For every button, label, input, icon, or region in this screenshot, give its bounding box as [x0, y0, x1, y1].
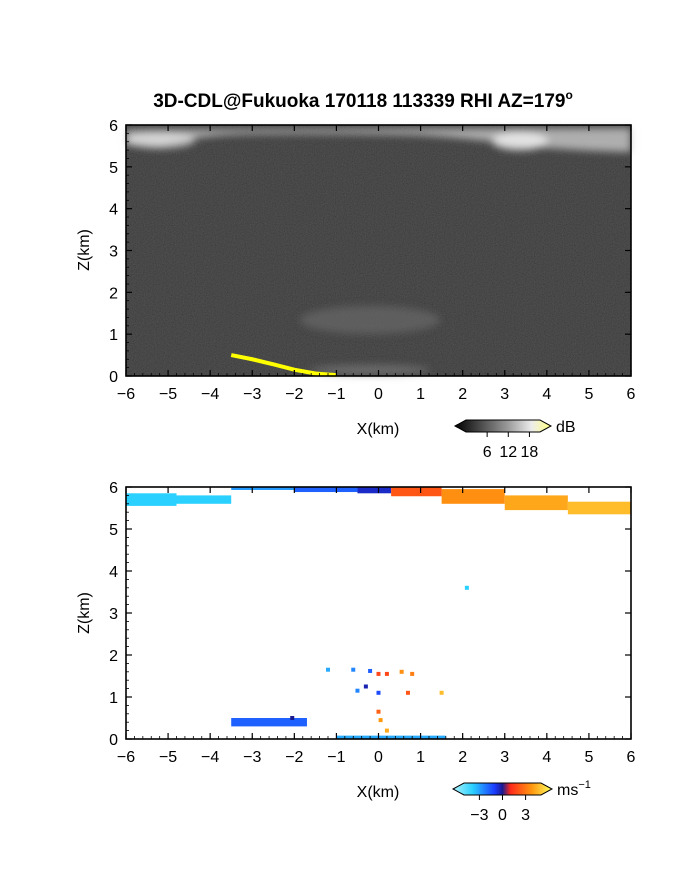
y-tick-label: 6	[109, 118, 118, 135]
trace-line	[230, 353, 337, 378]
x-tick-label: −3	[243, 386, 261, 403]
y-tick-label: 5	[109, 160, 118, 177]
x-tick-label: −4	[201, 386, 219, 403]
velocity-point	[378, 718, 383, 723]
velocity-point	[439, 690, 444, 695]
x-tick-label: −4	[201, 749, 219, 766]
x-axis-label: X(km)	[357, 784, 400, 801]
x-tick-label: 1	[416, 749, 425, 766]
y-tick-label: 4	[109, 564, 118, 581]
reflectivity-speckle	[126, 125, 631, 376]
velocity-point	[376, 690, 381, 695]
x-axis-label: X(km)	[357, 421, 400, 438]
x-tick-label: 0	[374, 749, 383, 766]
velocity-point	[351, 667, 356, 672]
axes: −6 −5 −4 −3 −2 −1 0 1 2 3 4 5 6 0 1 2 3 4 5 6	[109, 118, 635, 403]
colorbar-tick-label: 12	[499, 444, 517, 461]
velocity-band	[391, 487, 442, 497]
x-tick-label: 3	[500, 386, 509, 403]
x-tick-label: −6	[117, 386, 135, 403]
colorbar-ticks: 6 12 18	[483, 432, 539, 461]
x-tick-label: 3	[500, 749, 509, 766]
x-tick-label: 6	[627, 386, 636, 403]
x-tick-label: −5	[159, 749, 177, 766]
velocity-field	[126, 487, 631, 739]
x-tick-label: 2	[458, 386, 467, 403]
trace-layer	[230, 353, 337, 378]
x-tick-label: 2	[458, 749, 467, 766]
velocity-point	[384, 671, 389, 676]
velocity-band	[441, 489, 505, 504]
velocity-point	[363, 684, 368, 689]
y-tick-label: 1	[109, 690, 118, 707]
x-tick-label: 4	[542, 386, 551, 403]
velocity-point	[376, 709, 381, 714]
colorbar-bar	[451, 782, 554, 796]
velocity-band	[567, 501, 631, 515]
y-tick-label: 0	[109, 732, 118, 749]
y-tick-label: 5	[109, 522, 118, 539]
colorbar-unit: ms−1	[557, 779, 591, 799]
y-tick-label: 0	[109, 369, 118, 386]
y-tick-label: 6	[109, 480, 118, 497]
velocity-point	[355, 688, 360, 693]
velocity-band	[504, 495, 568, 511]
velocity-point	[410, 671, 415, 676]
x-tick-label: 0	[374, 386, 383, 403]
velocity-point	[464, 585, 469, 590]
colorbar-ticks: −3 0 3	[470, 795, 530, 824]
colorbar-velocity: −3 0 3 ms−1	[451, 779, 591, 824]
x-tick-label: 5	[584, 386, 593, 403]
x-tick-label: −1	[327, 386, 345, 403]
velocity-band	[231, 718, 307, 727]
y-tick-label: 3	[109, 244, 118, 261]
colorbar-unit: dB	[556, 419, 576, 436]
x-tick-label: −6	[117, 749, 135, 766]
x-tick-label: −2	[285, 749, 303, 766]
colorbar-tick-label: 6	[483, 444, 492, 461]
velocity-panel: −6 −5 −4 −3 −2 −1 0 1 2 3 4 5 6 0 1 2 3 4 5 6 X(km) Z(km) −…	[76, 480, 636, 824]
velocity-point	[326, 667, 330, 672]
colorbar-db: 6 12 18 dB	[453, 419, 576, 461]
velocity-point	[405, 690, 410, 695]
x-tick-label: 6	[627, 749, 636, 766]
velocity-band	[159, 495, 232, 504]
colorbar-tick-label: −3	[470, 807, 488, 824]
velocity-point	[384, 728, 389, 733]
velocity-point	[376, 671, 381, 676]
colorbar-tick-label: 3	[521, 807, 530, 824]
colorbar-tick-label: 0	[498, 807, 507, 824]
x-tick-label: 1	[416, 386, 425, 403]
y-tick-label: 1	[109, 327, 118, 344]
y-tick-label: 4	[109, 202, 118, 219]
figure-title: 3D-CDL@Fukuoka 170118 113339 RHI AZ=179o	[153, 88, 573, 112]
x-tick-label: 4	[542, 749, 551, 766]
x-tick-label: −5	[159, 386, 177, 403]
x-tick-label: −1	[327, 749, 345, 766]
y-tick-label: 2	[109, 285, 118, 302]
velocity-data	[126, 487, 631, 739]
cloud-echo	[125, 128, 631, 375]
velocity-band	[294, 487, 358, 493]
velocity-band	[336, 735, 446, 739]
axes: −6 −5 −4 −3 −2 −1 0 1 2 3 4 5 6 0 1 2 3 4 5 6	[109, 480, 635, 766]
y-tick-label: 2	[109, 648, 118, 665]
x-tick-label: 5	[584, 749, 593, 766]
y-axis-label: Z(km)	[76, 229, 93, 271]
velocity-point	[368, 668, 373, 673]
colorbar-bar	[453, 419, 553, 433]
velocity-point	[290, 716, 295, 720]
x-tick-label: −3	[243, 749, 261, 766]
x-tick-label: −2	[285, 386, 303, 403]
velocity-band	[357, 487, 392, 494]
velocity-band	[231, 487, 295, 490]
colorbar-tick-label: 18	[521, 444, 539, 461]
y-axis-label: Z(km)	[76, 592, 93, 634]
y-tick-label: 3	[109, 606, 118, 623]
velocity-point	[399, 669, 404, 674]
